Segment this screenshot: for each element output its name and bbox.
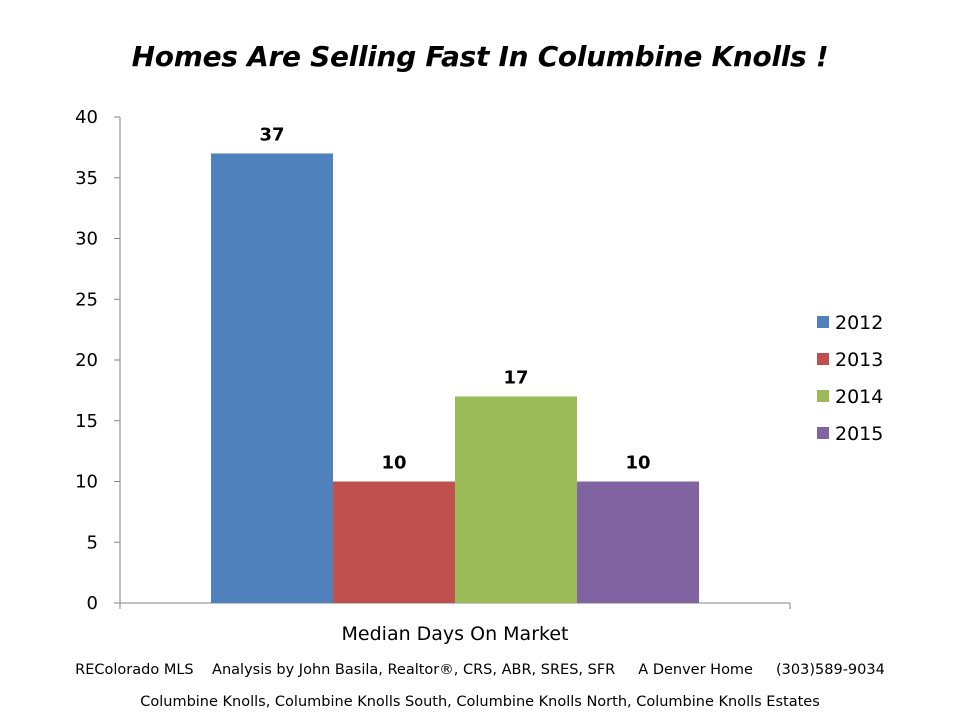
- legend-swatch-2012: [817, 316, 829, 328]
- legend-swatch-2014: [817, 390, 829, 402]
- y-tick-label: 0: [87, 593, 98, 614]
- y-tick-label: 30: [75, 229, 98, 250]
- y-tick-label: 5: [87, 532, 98, 553]
- legend-swatch-2015: [817, 427, 829, 439]
- footer-source-line: REColorado MLS Analysis by John Basila, …: [75, 662, 885, 678]
- data-label-2014: 17: [503, 367, 528, 388]
- chart-axes: 0 5 10 15 20 25 30 35 40 Median Days On Market: [75, 107, 791, 645]
- y-tick-label: 20: [75, 350, 98, 371]
- legend-swatch-2013: [817, 353, 829, 365]
- bar-2012: [211, 153, 333, 603]
- chart-bars: [211, 153, 699, 603]
- bar-2013: [333, 481, 455, 603]
- data-label-2015: 10: [625, 453, 650, 474]
- chart-legend: 2012 2013 2014 2015: [817, 312, 883, 445]
- y-tick-label: 15: [75, 411, 98, 432]
- legend-label-2014: 2014: [835, 386, 883, 408]
- bar-chart: 0 5 10 15 20 25 30 35 40 Median Days On Market 37…: [75, 107, 883, 645]
- legend-label-2015: 2015: [835, 423, 883, 445]
- legend-label-2012: 2012: [835, 312, 883, 334]
- bar-2015: [577, 481, 699, 603]
- bar-2014: [455, 396, 577, 603]
- y-tick-label: 35: [75, 168, 98, 189]
- y-tick-label: 25: [75, 289, 98, 310]
- chart-title: Homes Are Selling Fast In Columbine Knol…: [131, 40, 829, 73]
- footer-neighborhoods-line: Columbine Knolls, Columbine Knolls South…: [140, 694, 820, 710]
- y-tick-label: 40: [75, 107, 98, 128]
- chart-data-labels: 37 10 17 10: [259, 124, 650, 473]
- data-label-2013: 10: [381, 453, 406, 474]
- x-category-label: Median Days On Market: [342, 623, 569, 645]
- legend-label-2013: 2013: [835, 349, 883, 371]
- y-tick-label: 10: [75, 472, 98, 493]
- data-label-2012: 37: [259, 124, 284, 145]
